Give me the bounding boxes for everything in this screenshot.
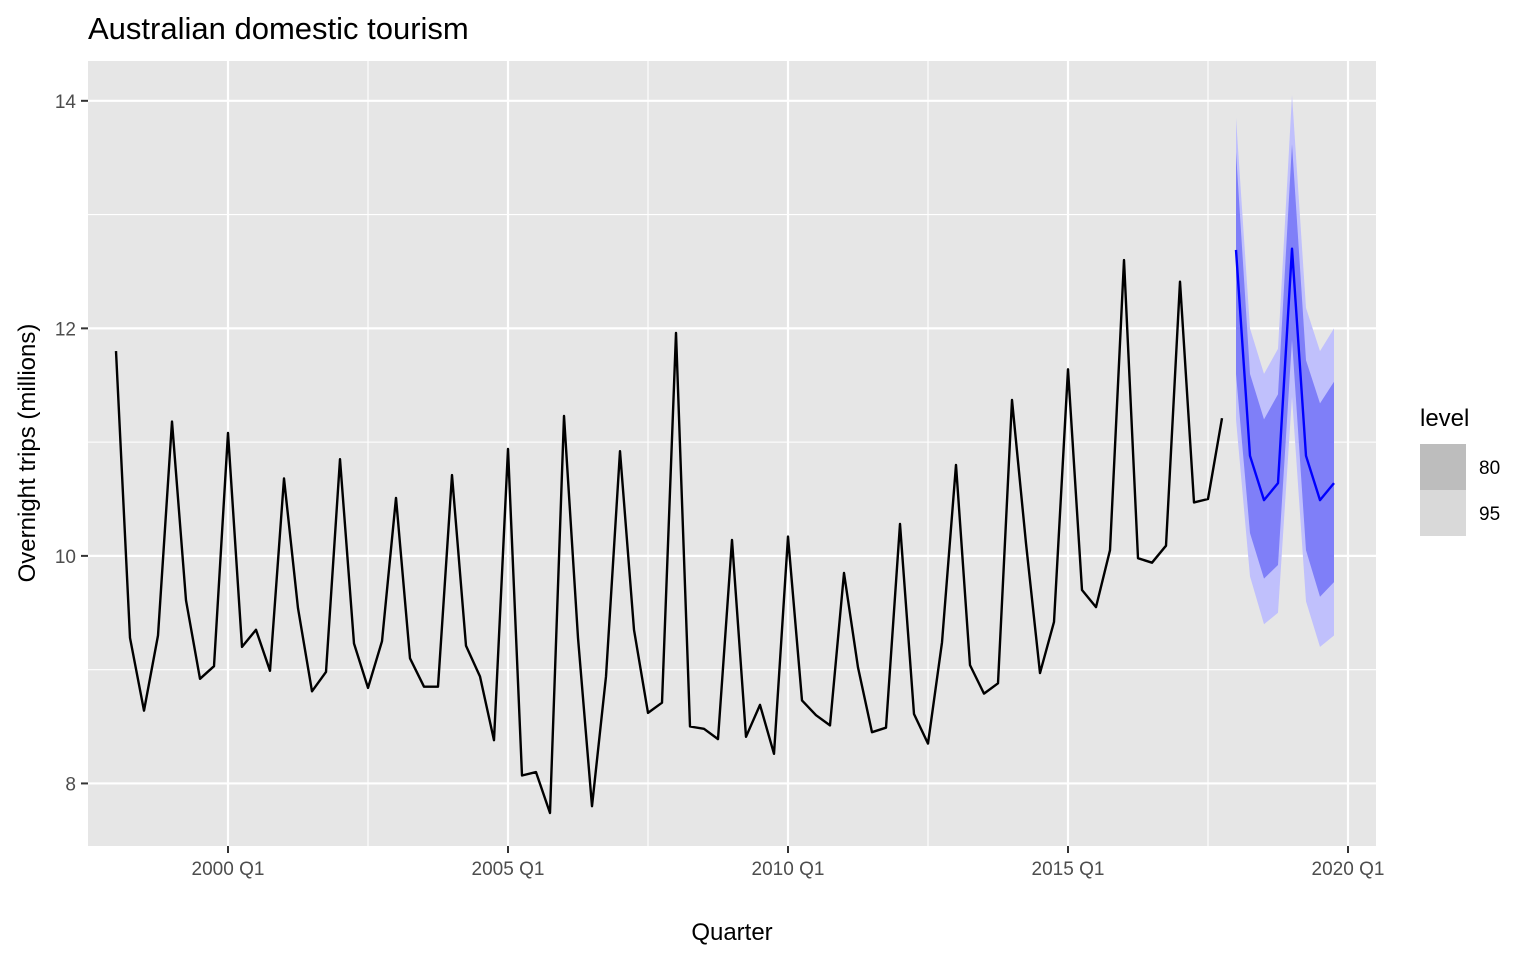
y-axis-title: Overnight trips (millions): [14, 324, 41, 583]
x-tick-label: 2000 Q1: [192, 859, 265, 880]
series-lines: [114, 247, 1335, 815]
legend-label-95: 95: [1479, 504, 1500, 525]
y-tick-label: 10: [55, 547, 76, 568]
y-tick-label: 8: [65, 774, 76, 795]
x-axis: 2000 Q1 2005 Q1 2010 Q1 2015 Q1 2020 Q1: [192, 846, 1385, 880]
forecast-line: [1234, 247, 1335, 502]
y-tick-label: 12: [55, 319, 76, 340]
legend-key-80: [1420, 444, 1466, 490]
x-tick-label: 2020 Q1: [1312, 859, 1385, 880]
y-tick-label: 14: [55, 92, 77, 113]
legend-key-95: [1420, 490, 1466, 536]
chart-title: Australian domestic tourism: [88, 11, 469, 46]
legend: level 80 95: [1420, 405, 1500, 536]
y-axis: 8 10 12 14: [55, 92, 88, 795]
x-tick-label: 2010 Q1: [752, 859, 825, 880]
legend-label-80: 80: [1479, 458, 1500, 479]
legend-title: level: [1420, 405, 1469, 432]
x-axis-title: Quarter: [691, 919, 772, 946]
plot-panel: [88, 61, 1376, 846]
x-tick-label: 2015 Q1: [1032, 859, 1105, 880]
grid-minor: [88, 61, 1376, 846]
actual-line: [114, 258, 1224, 815]
x-tick-label: 2005 Q1: [472, 859, 545, 880]
